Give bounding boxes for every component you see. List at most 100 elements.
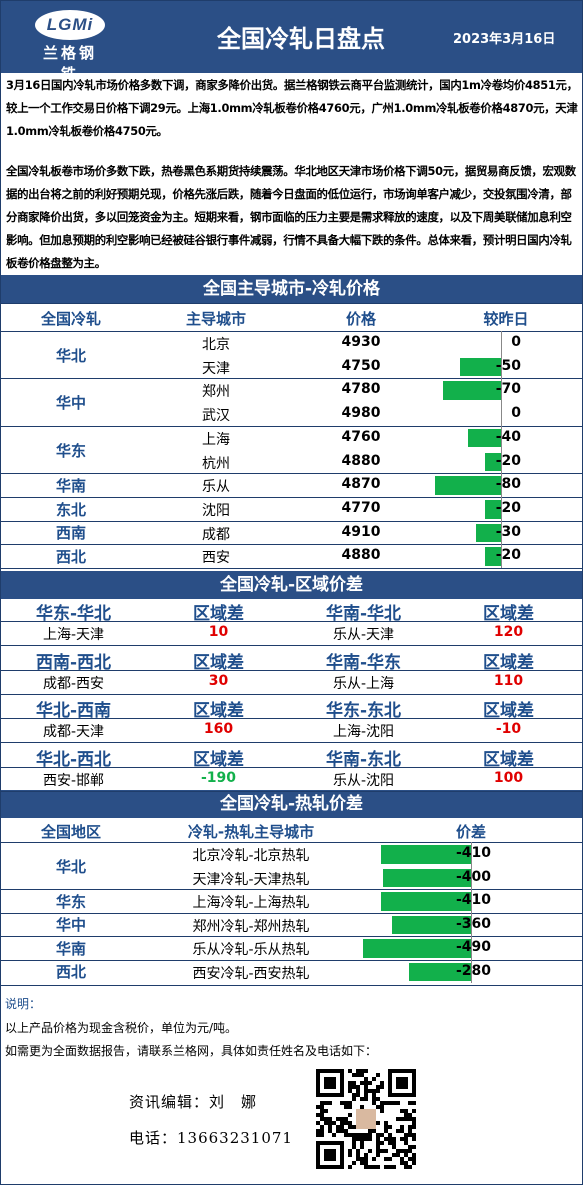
region-label: 西北 (55, 548, 86, 567)
summary-paragraph-1: 3月16日国内冷轧市场价格多数下调，商家多降价出货。据兰格钢铁云商平台监测统计，… (6, 78, 578, 138)
diff-right-cities: 乐从-上海 (332, 675, 395, 692)
section-region-diff-title: 全国冷轧-区域价差 (1, 571, 582, 599)
city-price: 4770 (341, 499, 381, 516)
region-label: 西南 (55, 524, 86, 543)
diff-right-value: 110 (493, 672, 524, 689)
city-name: 北京 (202, 337, 230, 353)
cold-hot-pair: 北京冷轧-北京热轧 (192, 848, 310, 864)
region-label: 西北 (55, 963, 86, 982)
diff-left-region: 华东-华北 (35, 604, 112, 624)
summary-paragraph-2: 全国冷轧板卷市场价多数下跌，热卷黑色系期货持续震荡。华北地区天津市场价格下调50… (6, 164, 576, 270)
diff-right-value: 120 (493, 624, 524, 640)
diff-left-label: 区域差 (193, 652, 244, 673)
logo-cn-text: 兰格钢铁 (42, 44, 97, 83)
city-name: 天津 (202, 360, 230, 377)
region-label: 华东 (55, 441, 86, 460)
row-divider (1, 912, 582, 914)
diff-right-region: 华南-华东 (325, 652, 402, 673)
city-name: 武汉 (202, 408, 230, 425)
change-value: -30 (495, 523, 521, 540)
change-bar (476, 523, 501, 543)
diff-bar (391, 915, 471, 934)
row-divider (1, 718, 582, 719)
diff-left-cities: 成都-天津 (42, 724, 105, 740)
row-divider (1, 520, 582, 522)
col-header-area: 全国地区 (40, 823, 101, 841)
change-value: -20 (495, 499, 521, 516)
diff-bar (363, 939, 471, 958)
change-value: 0 (511, 334, 521, 350)
region-label: 华东 (55, 892, 86, 911)
section-city-prices-title: 全国主导城市-冷轧价格 (1, 275, 582, 303)
region-label: 华南 (55, 939, 86, 958)
editor-name: 资讯编辑：刘 娜 (129, 1093, 258, 1111)
row-divider (1, 742, 582, 743)
report-title: 全国冷轧日盘点 (217, 25, 385, 53)
city-price: 4980 (341, 405, 381, 422)
city-price: 4760 (341, 428, 381, 445)
section-cold-hot-diff-title: 全国冷轧-热轧价差 (1, 790, 582, 818)
row-divider (1, 621, 582, 622)
row-divider (1, 425, 582, 427)
city-name: 乐从 (202, 479, 230, 496)
zero-axis (471, 842, 472, 983)
change-value: -20 (495, 452, 521, 469)
col-header-region: 全国冷轧 (40, 310, 101, 328)
diff-value: -360 (455, 915, 491, 932)
change-bar (435, 476, 501, 495)
diff-left-label: 区域差 (193, 701, 244, 721)
row-divider (1, 473, 582, 475)
row-divider (1, 645, 582, 646)
city-name: 郑州 (202, 384, 230, 401)
cold-hot-pair: 西安冷轧-西安热轧 (192, 965, 310, 982)
row-divider (1, 693, 582, 695)
diff-left-cities: 成都-西安 (42, 675, 105, 692)
cold-hot-pair: 上海冷轧-上海热轧 (192, 895, 310, 911)
cold-hot-pair: 乐从冷轧-乐从热轧 (192, 942, 310, 958)
diff-right-value: 100 (493, 769, 524, 786)
diff-value: -280 (455, 962, 491, 979)
diff-left-region: 西南-西北 (35, 652, 112, 673)
change-value: -40 (495, 428, 521, 445)
region-label: 华北 (55, 857, 86, 876)
diff-right-label: 区域差 (483, 604, 534, 624)
diff-right-value: -10 (495, 721, 522, 737)
change-bar (459, 357, 501, 377)
change-bar (484, 452, 501, 472)
city-name: 上海 (202, 431, 230, 448)
change-value: -80 (495, 476, 521, 493)
diff-right-label: 区域差 (483, 749, 534, 770)
city-name: 沈阳 (202, 502, 230, 519)
col-header-diff: 价差 (455, 823, 486, 841)
editor-phone: 电话：13663231071 (129, 1129, 293, 1147)
row-divider (1, 959, 582, 961)
change-value: -50 (495, 357, 521, 374)
cold-hot-pair: 天津冷轧-天津热轧 (192, 871, 310, 888)
city-price: 4780 (341, 381, 381, 398)
change-value: -70 (495, 381, 521, 398)
city-name: 西安 (202, 550, 230, 567)
diff-left-cities: 西安-邯郸 (42, 772, 105, 789)
change-bar (443, 381, 501, 401)
diff-bar (380, 845, 471, 864)
city-name: 杭州 (202, 455, 230, 472)
diff-left-value: 160 (203, 721, 234, 737)
change-value: -20 (495, 547, 521, 564)
row-divider (1, 669, 582, 671)
logo-mark: LGMi (35, 10, 105, 40)
change-bar (484, 499, 501, 519)
diff-bar (383, 868, 471, 887)
diff-right-cities: 乐从-沈阳 (332, 772, 395, 789)
note-line-2: 如需更为全面数据报告，请联系兰格网，具体如责任姓名及电话如下： (5, 1044, 378, 1058)
city-price: 4880 (341, 547, 381, 564)
diff-value: -410 (455, 892, 491, 908)
col-header-price: 价格 (345, 310, 376, 328)
row-divider (1, 766, 582, 768)
city-price: 4870 (341, 476, 381, 493)
diff-right-region: 华南-华北 (325, 604, 402, 624)
lange-logo: LGMi 兰格钢铁 (35, 10, 105, 83)
note-label: 说明： (5, 997, 42, 1011)
region-label: 华南 (55, 477, 86, 496)
diff-value: -410 (455, 845, 491, 861)
